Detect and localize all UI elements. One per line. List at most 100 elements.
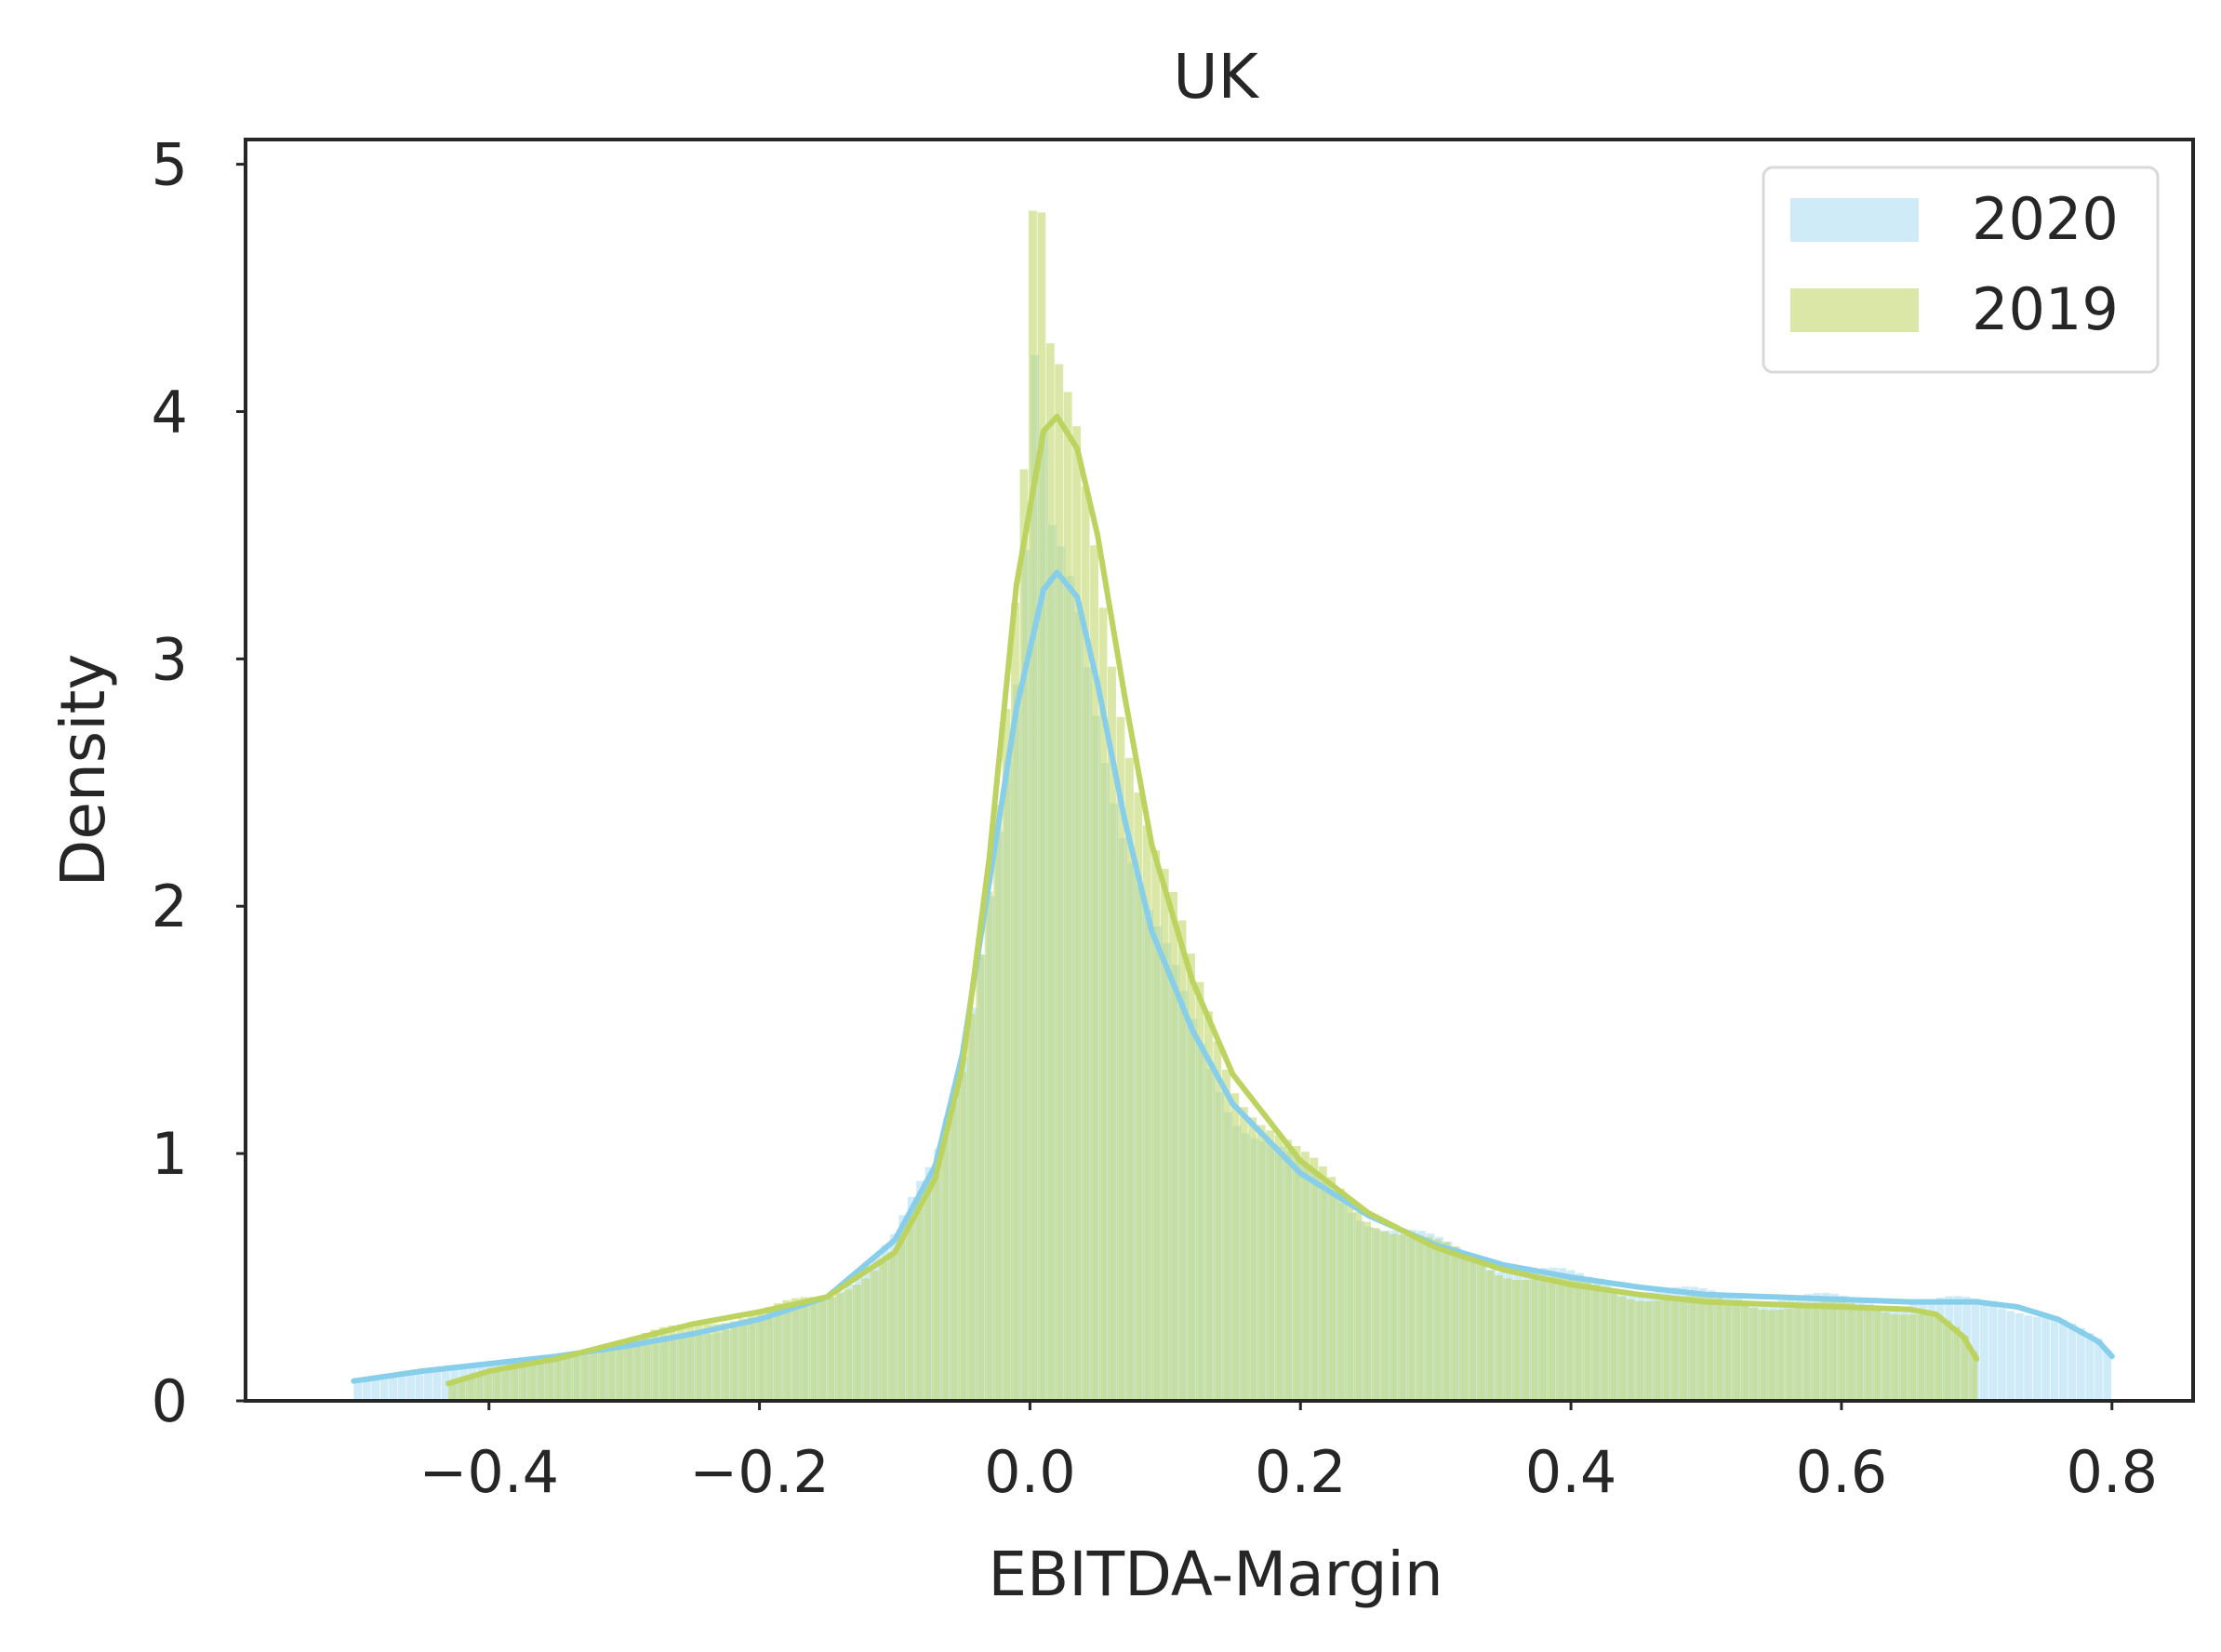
histogram-bar <box>2041 1317 2050 1401</box>
histogram-bar <box>2015 1312 2024 1401</box>
histogram-bar <box>2050 1318 2059 1401</box>
histogram-bar <box>624 1339 633 1401</box>
histogram-bar <box>606 1347 616 1401</box>
histogram-bar <box>2085 1333 2095 1401</box>
histogram-bar <box>826 1296 835 1401</box>
histogram-bar <box>949 1100 958 1401</box>
histogram-bar <box>808 1297 818 1401</box>
histogram-bar <box>1081 486 1090 1401</box>
histogram-bar <box>1705 1296 1714 1401</box>
histogram-bar <box>658 1326 668 1401</box>
histogram-bar <box>415 1371 424 1401</box>
histogram-bar <box>1740 1305 1749 1401</box>
histogram-bar <box>765 1307 774 1401</box>
histogram-bar <box>1837 1301 1846 1401</box>
histogram-bar <box>905 1216 914 1401</box>
histogram-bar <box>1019 469 1029 1401</box>
histogram-bar <box>1310 1157 1319 1401</box>
kde-line-2020 <box>351 569 2115 1384</box>
histogram-bar <box>1266 1130 1275 1401</box>
histogram-bar <box>668 1325 677 1401</box>
histogram-bar <box>852 1285 861 1401</box>
legend: 2020 2019 <box>1762 166 2160 374</box>
histogram-bar <box>536 1359 545 1401</box>
histogram-bar <box>1380 1232 1389 1401</box>
histogram-bar <box>1213 1041 1222 1401</box>
histogram-bar <box>694 1324 703 1401</box>
histogram-bar <box>1363 1221 1371 1401</box>
histogram-bar <box>676 1324 685 1401</box>
histogram-bar <box>441 1370 450 1401</box>
histogram-bar <box>1951 1326 1961 1401</box>
histogram-bar <box>721 1323 729 1401</box>
histogram-bar <box>1494 1275 1503 1401</box>
histogram-bar <box>1969 1351 1978 1401</box>
histogram-bar <box>353 1380 363 1401</box>
histogram-bar <box>818 1297 826 1401</box>
histogram-bar <box>1942 1320 1951 1401</box>
histogram-bar <box>1582 1281 1591 1401</box>
histogram-bar <box>1274 1135 1283 1401</box>
y-axis-label: Density <box>47 654 119 887</box>
histogram-bar <box>589 1352 598 1401</box>
histogram-bar <box>1590 1285 1600 1401</box>
histogram-bar <box>1881 1312 1890 1401</box>
histogram-bar <box>597 1350 606 1401</box>
histogram-bar <box>1997 1308 2006 1401</box>
histogram-bar <box>1960 1335 1969 1401</box>
histogram-bar <box>1055 364 1064 1401</box>
histogram-bar <box>887 1252 897 1401</box>
histogram-bar <box>1124 757 1134 1401</box>
histogram-bar <box>870 1271 879 1401</box>
histogram-bar <box>1011 602 1019 1401</box>
histogram-bar <box>782 1299 791 1401</box>
histogram-bar <box>1696 1295 1706 1401</box>
histogram-bar <box>2059 1320 2068 1401</box>
histogram-bar <box>389 1373 397 1401</box>
histogram-bar <box>712 1324 721 1401</box>
histogram-bar <box>1573 1278 1582 1401</box>
histogram-bar <box>379 1375 389 1401</box>
histogram-bar <box>527 1361 537 1401</box>
histogram-bar <box>1732 1302 1740 1401</box>
x-axis-ticks: −0.4 −0.2 0.0 0.2 0.4 0.6 0.8 <box>419 1401 2158 1506</box>
histogram-bar <box>1345 1200 1354 1401</box>
histogram-bar <box>432 1370 442 1401</box>
histogram-bar <box>958 1072 967 1401</box>
histogram-bar <box>1775 1310 1785 1401</box>
histogram-bar <box>1204 1011 1213 1401</box>
histogram-bar <box>1169 891 1178 1401</box>
histogram-bar <box>791 1298 800 1401</box>
histogram-bar <box>423 1370 432 1401</box>
histogram-bar <box>1669 1298 1679 1401</box>
y-tick-label: 4 <box>152 378 188 446</box>
histogram-bar <box>1925 1313 1934 1401</box>
histogram-bar <box>1529 1279 1538 1401</box>
histogram-bar <box>1327 1177 1337 1401</box>
histogram-bar <box>1283 1139 1292 1401</box>
histogram-bar <box>1177 920 1187 1401</box>
histogram-bar <box>371 1377 380 1401</box>
histogram-bar <box>1802 1304 1811 1401</box>
y-tick-label: 5 <box>152 131 188 199</box>
histogram-bar <box>1432 1239 1442 1401</box>
histogram-bar <box>1108 666 1116 1401</box>
histogram-bar <box>1239 1107 1248 1401</box>
histogram-bar <box>1187 953 1195 1401</box>
histogram-bar <box>1784 1308 1793 1401</box>
histogram-bar <box>2032 1316 2041 1401</box>
histogram-bar <box>1257 1125 1266 1401</box>
y-tick-label: 1 <box>152 1120 188 1188</box>
histogram-bar <box>362 1379 371 1401</box>
histogram-bar <box>642 1332 650 1401</box>
histogram-bar <box>1134 792 1143 1401</box>
histogram-bar <box>1336 1188 1345 1401</box>
histogram-bar <box>1397 1234 1406 1401</box>
histogram-bar <box>397 1372 406 1401</box>
histogram-bars <box>353 210 2112 1402</box>
histogram-bar <box>1749 1307 1758 1401</box>
legend-swatch-2020 <box>1790 198 1919 242</box>
legend-swatch-2019 <box>1790 288 1919 332</box>
histogram-bar <box>800 1297 809 1401</box>
legend-label-2019: 2019 <box>1972 275 2119 343</box>
